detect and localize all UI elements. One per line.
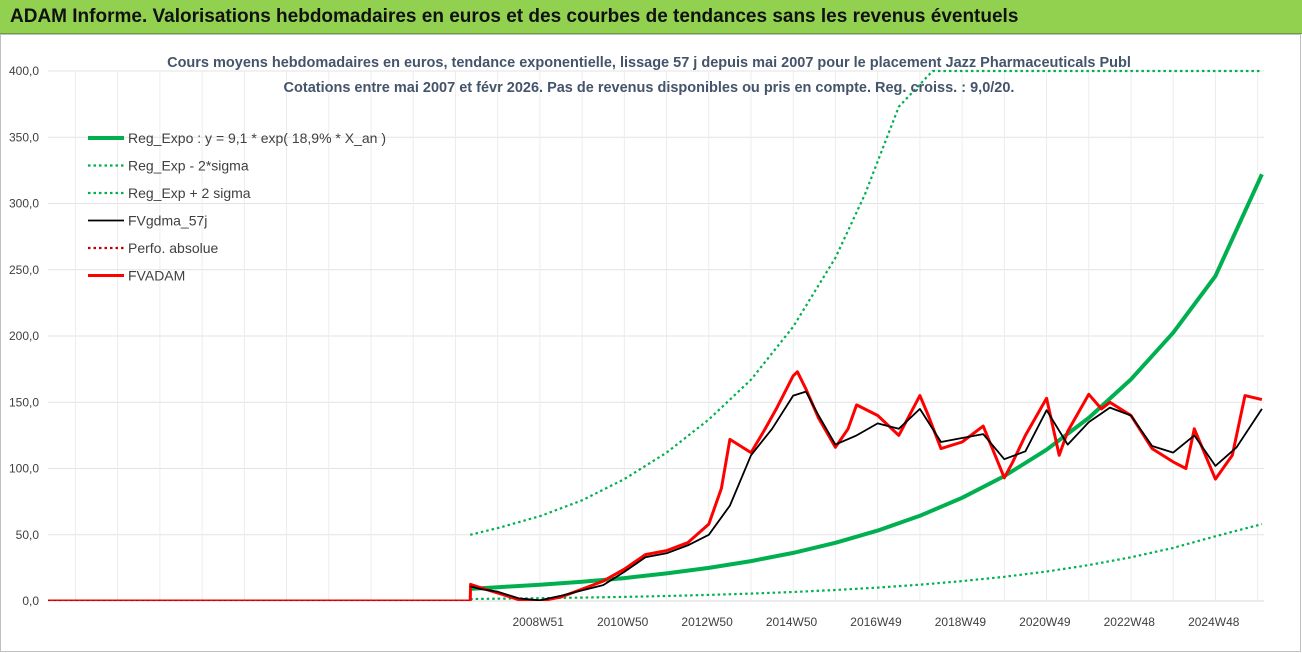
y-tick-label: 300,0: [9, 197, 39, 211]
series-line: [469, 69, 1262, 536]
series-line: [48, 370, 1263, 601]
x-tick-label: 2020W49: [1019, 615, 1071, 629]
series-lines: [48, 69, 1264, 601]
series-line: [469, 390, 1263, 601]
y-tick-label: 150,0: [9, 395, 39, 409]
y-tick-label: 350,0: [9, 130, 39, 144]
y-tick-label: 50,0: [16, 528, 40, 542]
legend-label: FVgdma_57j: [128, 213, 207, 229]
series-line: [470, 523, 1263, 601]
series-line: [470, 173, 1264, 591]
report-banner: ADAM Informe. Valorisations hebdomadaire…: [0, 0, 1302, 34]
legend-label: Reg_Exp + 2 sigma: [128, 185, 251, 201]
x-tick-label: 2010W50: [597, 615, 649, 629]
legend: Reg_Expo : y = 9,1 * exp( 18,9% * X_an )…: [88, 130, 386, 284]
x-tick-label: 2014W50: [766, 615, 818, 629]
chart-subtitle: Cotations entre mai 2007 et févr 2026. P…: [284, 80, 1015, 96]
x-tick-label: 2024W48: [1188, 615, 1240, 629]
y-tick-label: 250,0: [9, 263, 39, 277]
y-tick-label: 100,0: [9, 462, 39, 476]
x-tick-label: 2018W49: [935, 615, 987, 629]
chart-title: Cours moyens hebdomadaires en euros, ten…: [167, 55, 1131, 71]
gridlines: [48, 70, 1264, 602]
axes: 0,0 50,0 100,0 150,0 200,0 250,0 300,0 350,0 400…: [9, 64, 1264, 629]
x-tick-label: 2022W48: [1104, 615, 1156, 629]
chart-frame: 0,0 50,0 100,0 150,0 200,0 250,0 300,0 350,0 400…: [0, 34, 1301, 652]
x-tick-label: 2008W51: [513, 615, 565, 629]
report-title: ADAM Informe. Valorisations hebdomadaire…: [10, 6, 1019, 27]
legend-label: Reg_Expo : y = 9,1 * exp( 18,9% * X_an ): [128, 130, 386, 146]
y-tick-label: 0,0: [22, 594, 39, 608]
y-tick-label: 200,0: [9, 329, 39, 343]
x-tick-label: 2016W49: [850, 615, 902, 629]
legend-label: Perfo. absolue: [128, 240, 218, 256]
y-tick-label: 400,0: [9, 64, 39, 78]
legend-label: Reg_Exp - 2*sigma: [128, 158, 249, 174]
x-tick-label: 2012W50: [681, 615, 733, 629]
legend-label: FVADAM: [128, 268, 185, 284]
line-chart: 0,0 50,0 100,0 150,0 200,0 250,0 300,0 350,0 400…: [9, 55, 1264, 629]
